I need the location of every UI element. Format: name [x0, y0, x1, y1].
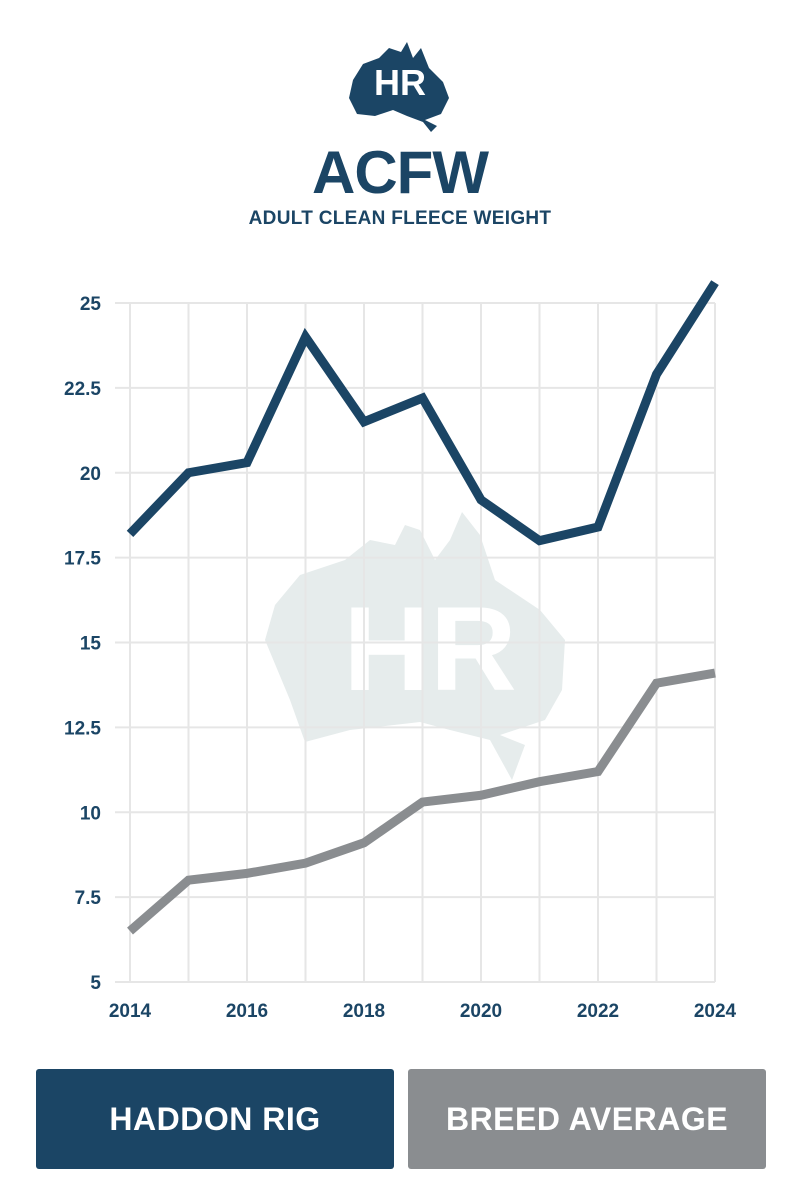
- legend-haddon-rig-label: HADDON RIG: [109, 1100, 321, 1137]
- y-tick-label: 5: [90, 973, 101, 994]
- page-subtitle: ADULT CLEAN FLEECE WEIGHT: [248, 208, 552, 229]
- chart-series: [126, 280, 719, 935]
- y-tick-label: 15: [80, 634, 102, 655]
- y-axis: 5 7.5 10 12.5 15 17.5 20 22.5 25: [64, 294, 130, 994]
- legend-breed-average-label: BREED AVERAGE: [445, 1100, 729, 1137]
- y-tick-label: 7.5: [75, 888, 102, 909]
- legend-breed-average[interactable]: BREED AVERAGE: [408, 1069, 766, 1169]
- legend-haddon-rig[interactable]: HADDON RIG: [36, 1069, 394, 1169]
- y-tick-label: 17.5: [64, 549, 101, 570]
- australia-map-icon: [349, 42, 449, 132]
- x-tick-label: 2014: [109, 1001, 152, 1022]
- x-tick-label: 2022: [577, 1001, 619, 1022]
- x-tick-label: 2016: [226, 1001, 268, 1022]
- logo: HR: [349, 42, 449, 132]
- series-line-breed-average: [127, 668, 716, 935]
- series-line-haddon-rig: [126, 280, 719, 546]
- watermark-australia-shape: [265, 512, 565, 780]
- y-tick-label: 12.5: [64, 718, 101, 739]
- watermark-logo: HR: [265, 512, 565, 780]
- logo-text: HR: [374, 62, 426, 103]
- y-tick-label: 25: [80, 294, 102, 315]
- y-tick-label: 20: [80, 464, 101, 485]
- x-tick-label: 2020: [460, 1001, 502, 1022]
- watermark-logo-text: HR: [343, 582, 516, 716]
- line-chart: HR 5 7.5 10 12.5 15 17.5 20 22.5 25 2014 2016 2018…: [64, 280, 737, 1022]
- x-axis: 2014 2016 2018 2020 2022 2024: [109, 1001, 737, 1022]
- x-tick-label: 2024: [694, 1001, 737, 1022]
- y-tick-label: 10: [80, 803, 101, 824]
- page-title: ACFW: [312, 139, 489, 206]
- x-tick-label: 2018: [343, 1001, 385, 1022]
- y-tick-label: 22.5: [64, 379, 101, 400]
